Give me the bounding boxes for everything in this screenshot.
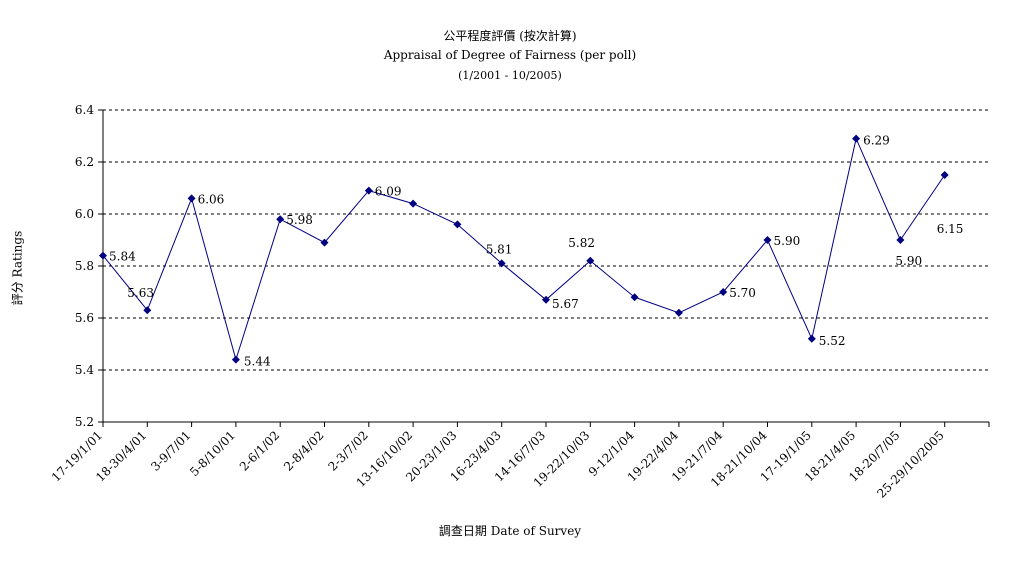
series-line — [102, 136, 946, 362]
x-tick-label: 3-9/7/01 — [148, 428, 193, 473]
y-tick-label: 5.8 — [75, 259, 94, 273]
data-point — [630, 293, 639, 302]
data-label: 6.09 — [375, 185, 402, 199]
data-point — [542, 295, 550, 304]
data-point — [99, 251, 107, 260]
data-point — [719, 288, 728, 296]
chart-title-chinese: 公平程度評價 (按次計算) — [443, 29, 577, 43]
data-label: 5.70 — [729, 286, 756, 300]
x-tick-label: 2-6/1/02 — [237, 428, 282, 473]
x-tick-label: 2-8/4/02 — [281, 428, 326, 473]
data-point — [586, 256, 595, 265]
data-point — [231, 355, 240, 364]
y-tick-label: 6.0 — [75, 207, 94, 221]
data-point — [763, 236, 772, 244]
data-point — [896, 236, 905, 244]
data-label: 5.82 — [568, 236, 595, 250]
data-label: 5.63 — [127, 286, 154, 300]
y-tick-label: 5.4 — [75, 363, 94, 377]
data-label: 5.84 — [109, 250, 136, 264]
y-tick-label: 6.2 — [75, 155, 94, 169]
data-point — [807, 334, 816, 343]
data-label: 5.52 — [819, 334, 846, 348]
data-point — [276, 215, 285, 224]
chart-title-english: Appraisal of Degree of Fairness (per pol… — [383, 48, 637, 62]
data-label: 5.98 — [286, 213, 313, 227]
data-point — [453, 220, 462, 229]
data-label: 6.29 — [863, 134, 890, 148]
data-point — [940, 171, 949, 179]
x-axis-label: 調查日期 Date of Survey — [438, 524, 582, 538]
x-tick-label: 5-8/10/01 — [187, 428, 238, 479]
y-tick-label: 6.4 — [75, 103, 94, 117]
y-tick-label: 5.2 — [75, 415, 94, 429]
data-point — [320, 238, 329, 247]
data-point — [852, 134, 861, 143]
data-point — [364, 186, 373, 195]
data-label: 6.06 — [198, 192, 225, 206]
data-point — [143, 306, 152, 315]
data-point — [187, 194, 196, 203]
data-label: 6.15 — [937, 222, 964, 236]
data-label: 5.81 — [486, 242, 513, 256]
y-tick-label: 5.6 — [75, 311, 94, 325]
data-label: 5.44 — [244, 355, 271, 369]
chart-subtitle: (1/2001 - 10/2005) — [458, 69, 562, 82]
data-label: 5.90 — [895, 254, 922, 268]
data-label: 5.67 — [552, 297, 579, 311]
data-point — [674, 308, 683, 317]
x-tick-label: 2-3/7/02 — [325, 428, 370, 473]
data-label: 5.90 — [774, 234, 801, 248]
data-point — [409, 199, 418, 208]
data-point — [497, 259, 506, 268]
